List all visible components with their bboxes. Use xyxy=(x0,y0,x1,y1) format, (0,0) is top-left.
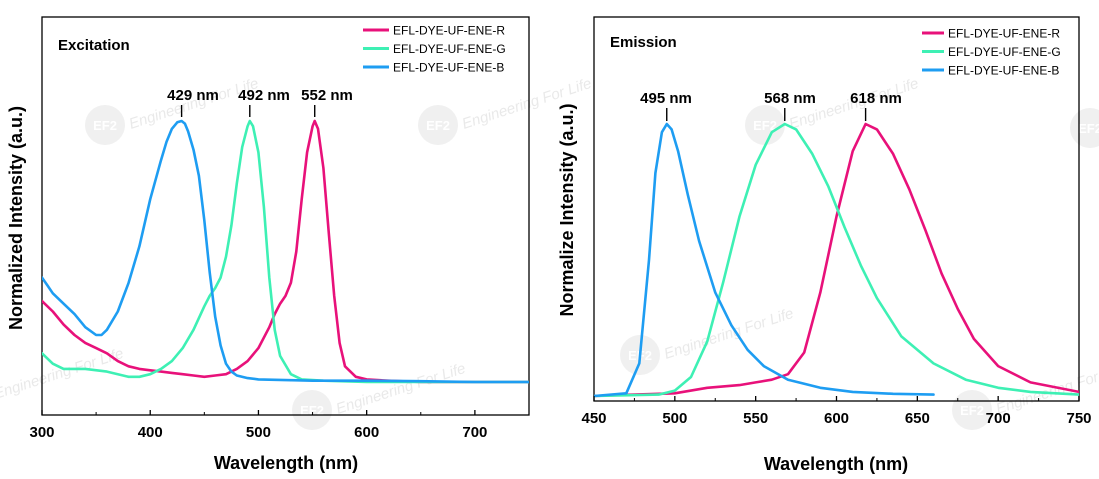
emission-peak-label: 568 nm xyxy=(764,90,816,107)
emission-x-tick-label: 650 xyxy=(905,410,930,427)
watermark-logo: EF2 xyxy=(93,118,117,133)
excitation-peak-label: 552 nm xyxy=(301,87,353,104)
emission-legend-label-3: EFL-DYE-UF-ENE-B xyxy=(948,64,1059,78)
emission-x-tick-label: 450 xyxy=(581,410,606,427)
excitation-peak-label: 492 nm xyxy=(238,87,290,104)
excitation-x-tick-label: 500 xyxy=(246,424,271,441)
watermark-text: Engineering For Life xyxy=(334,360,468,418)
excitation-panel: 300 400 500 600 700 EFL-DYE-UF-ENE-REFL-DYE-… xyxy=(6,16,530,473)
watermark-logo: EF2 xyxy=(753,118,777,133)
emission-peak-label: 495 nm xyxy=(640,90,692,107)
excitation-legend-label-2: EFL-DYE-UF-ENE-G xyxy=(393,42,506,56)
excitation-series-line-2 xyxy=(42,119,529,384)
excitation-y-axis-title: Normalized Intensity (a.u.) xyxy=(6,106,26,330)
emission-x-tick-label: 750 xyxy=(1066,410,1091,427)
emission-x-tick-label: 500 xyxy=(662,410,687,427)
emission-legend-label-2: EFL-DYE-UF-ENE-G xyxy=(948,45,1061,59)
excitation-x-tick-label: 400 xyxy=(138,424,163,441)
emission-y-axis-title: Normalize Intensity (a.u.) xyxy=(557,103,577,316)
excitation-peak-label: 429 nm xyxy=(167,87,219,104)
excitation-x-tick-label: 600 xyxy=(354,424,379,441)
watermark-logo: EF2 xyxy=(960,403,984,418)
emission-x-axis-title: Wavelength (nm) xyxy=(764,454,908,474)
emission-panel: 450 500 550 600 650 700 750 EFL-DYE-UF-ENE-REF… xyxy=(557,16,1092,474)
excitation-legend-label-1: EFL-DYE-UF-ENE-R xyxy=(393,24,505,38)
excitation-series-line-3 xyxy=(42,119,529,384)
emission-peak-label: 618 nm xyxy=(850,90,902,107)
emission-series-line-2 xyxy=(594,122,1079,398)
emission-panel-title: Emission xyxy=(610,34,677,51)
emission-series-line-3 xyxy=(594,122,935,398)
emission-series-line-1 xyxy=(594,122,1079,398)
watermark-logo: EF2 xyxy=(1078,121,1099,136)
emission-x-tick-label: 700 xyxy=(986,410,1011,427)
excitation-x-axis-title: Wavelength (nm) xyxy=(214,453,358,473)
emission-x-tick-label: 600 xyxy=(824,410,849,427)
excitation-plot-frame xyxy=(41,16,530,416)
emission-x-tick-label: 550 xyxy=(743,410,768,427)
emission-legend-label-1: EFL-DYE-UF-ENE-R xyxy=(948,27,1060,41)
emission-legend: EFL-DYE-UF-ENE-R EFL-DYE-UF-ENE-G EFL-DYE-… xyxy=(922,27,1061,78)
excitation-panel-title: Excitation xyxy=(58,37,130,54)
watermark: EF2 Engineering For Life xyxy=(292,360,468,430)
excitation-x-tick-label: 300 xyxy=(29,424,54,441)
excitation-legend: EFL-DYE-UF-ENE-R EFL-DYE-UF-ENE-G EFL-DYE-… xyxy=(363,24,506,75)
excitation-legend-label-3: EFL-DYE-UF-ENE-B xyxy=(393,61,504,75)
excitation-x-tick-label: 700 xyxy=(462,424,487,441)
watermark-logo: EF2 xyxy=(300,403,324,418)
watermark-text: Engineering For Life xyxy=(662,305,796,363)
watermark-logo: EF2 xyxy=(426,118,450,133)
excitation-series-line-1 xyxy=(42,119,529,384)
